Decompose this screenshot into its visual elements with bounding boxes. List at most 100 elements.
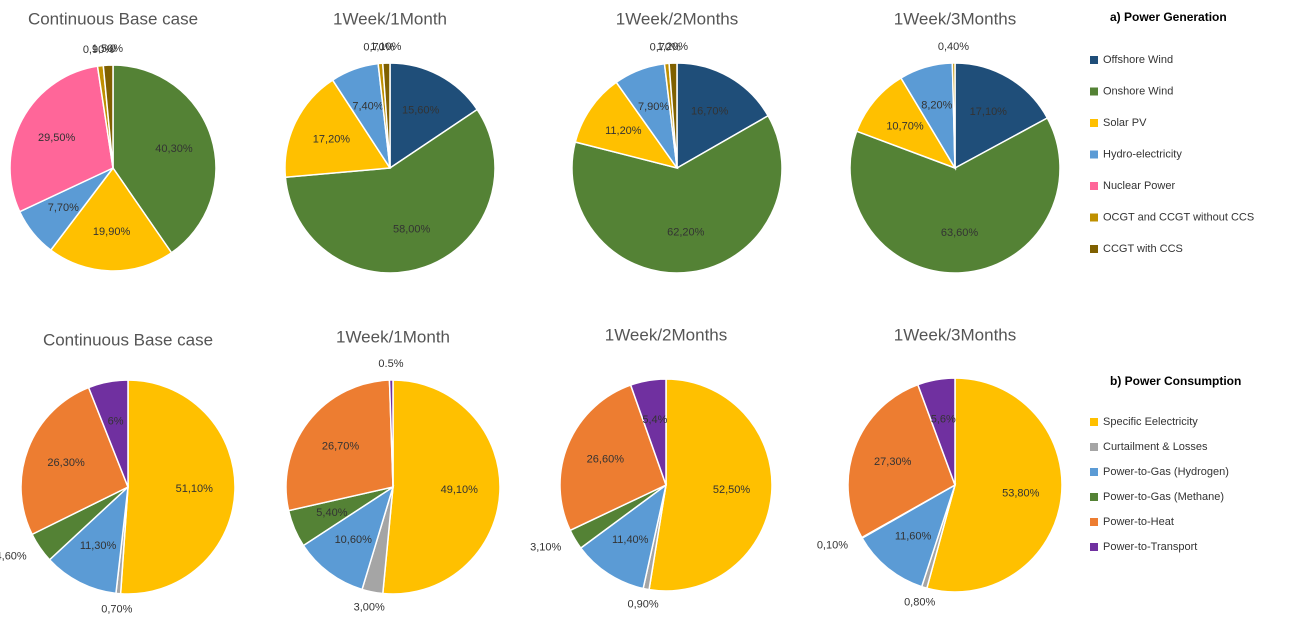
legend-label: Power-to-Gas (Hydrogen)	[1103, 466, 1229, 478]
data-label: 3,10%	[530, 542, 561, 554]
pie-slice	[951, 62, 956, 169]
data-label: 17,10%	[970, 106, 1008, 118]
legend-swatch	[1090, 418, 1098, 426]
pie-slice	[849, 116, 1061, 274]
data-label: 10,70%	[886, 120, 924, 132]
legend-label: CCGT with CCS	[1103, 243, 1183, 255]
pie-slice	[112, 64, 217, 254]
data-label: 29,50%	[38, 132, 76, 144]
data-label: 5,6%	[931, 414, 956, 426]
data-label: 63,60%	[941, 227, 979, 239]
legend-label: Power-to-Transport	[1103, 541, 1197, 553]
pie-slice	[102, 64, 114, 169]
pie-slice	[954, 62, 1049, 170]
data-label: 1,50%	[92, 43, 123, 55]
data-label: 7,40%	[352, 101, 383, 113]
data-label: 0,10%	[817, 540, 848, 552]
data-label: 15,60%	[402, 104, 440, 116]
pie-slice	[579, 483, 668, 590]
legend-label: Hydro-electricity	[1103, 148, 1182, 160]
data-label: 7,70%	[48, 202, 79, 214]
data-label: 11,60%	[895, 530, 932, 542]
pie-slice	[285, 379, 394, 512]
data-label: 7,90%	[638, 101, 669, 113]
data-label: 40,30%	[155, 143, 193, 155]
pie-slice	[559, 384, 667, 532]
chart-title: Continuous Base case	[28, 9, 198, 28]
legend-label: Solar PV	[1103, 117, 1147, 129]
pie-slice	[668, 62, 678, 169]
data-label: 5,4%	[642, 414, 667, 426]
legend-label: Onshore Wind	[1103, 85, 1173, 97]
data-label: 0,40%	[938, 41, 969, 53]
data-label: 0,70%	[650, 41, 681, 53]
data-label: 1,20%	[657, 41, 688, 53]
data-label: 26,30%	[47, 457, 85, 469]
pie-slice	[284, 79, 392, 179]
pie-slice	[574, 81, 679, 170]
data-label: 58,00%	[393, 223, 431, 235]
data-label: 3,00%	[354, 602, 385, 614]
pie-slice	[49, 166, 173, 272]
chart-title: 1Week/2Months	[605, 325, 728, 344]
data-label: 5,40%	[316, 507, 347, 519]
legend-label: Curtailment & Losses	[1103, 441, 1208, 453]
pie-slice	[861, 483, 957, 588]
legend-swatch	[1090, 493, 1098, 501]
legend-title: b) Power Consumption	[1110, 374, 1241, 388]
legend-swatch	[1090, 213, 1098, 222]
data-label: 10,60%	[335, 534, 373, 546]
pie-slice	[381, 379, 501, 595]
pie-slice	[676, 62, 770, 170]
pie-slice	[389, 62, 479, 170]
legend-swatch	[1090, 245, 1098, 253]
pie-slice	[381, 62, 391, 169]
data-label: 0,90%	[83, 44, 114, 56]
chart-title: 1Week/3Months	[894, 9, 1017, 28]
pie-slice	[847, 383, 956, 539]
data-label: 4,60%	[0, 551, 27, 563]
data-label: 0	[110, 43, 116, 55]
pie-slice	[20, 386, 129, 536]
chart-title: 1Week/3Months	[894, 325, 1017, 344]
data-label: 11,20%	[605, 125, 642, 137]
chart-title: 1Week/1Month	[336, 327, 450, 346]
legend-label: Offshore Wind	[1103, 54, 1173, 66]
data-label: 0.5%	[378, 358, 403, 370]
legend-swatch	[1090, 468, 1098, 476]
data-label: 11,30%	[80, 540, 117, 552]
pie-slice	[916, 377, 956, 486]
data-label: 0,80%	[904, 597, 935, 609]
data-label: 26,60%	[587, 454, 625, 466]
data-label: 19,90%	[93, 226, 131, 238]
pie-slice	[629, 378, 667, 486]
legend-label: Power-to-Gas (Methane)	[1103, 491, 1224, 503]
legend-swatch	[1090, 87, 1098, 96]
chart-title: 1Week/2Months	[616, 9, 739, 28]
data-label: 62,20%	[667, 226, 705, 238]
legend-swatch	[1090, 182, 1098, 190]
legend-label: OCGT and CCGT without CCS	[1103, 211, 1254, 223]
legend-label: Specific Eelectricity	[1103, 416, 1198, 428]
data-label: 0,70%	[101, 603, 132, 615]
legend-label: Power-to-Heat	[1103, 516, 1174, 528]
pie-slice	[48, 485, 129, 595]
legend-label: Nuclear Power	[1103, 180, 1175, 192]
legend-title: a) Power Generation	[1110, 10, 1227, 24]
pie-slice	[87, 379, 129, 488]
data-label: 26,70%	[322, 440, 360, 452]
data-label: 16,70%	[691, 106, 729, 118]
chart-title: Continuous Base case	[43, 330, 213, 349]
data-label: 17,20%	[313, 133, 351, 145]
data-label: 53,80%	[1002, 488, 1040, 500]
pie-slice	[648, 378, 773, 592]
pie-slice	[284, 108, 496, 274]
data-label: 51,10%	[176, 483, 214, 495]
legend-swatch	[1090, 518, 1098, 526]
chart-title: 1Week/1Month	[333, 9, 447, 28]
data-label: 0,90%	[628, 599, 659, 611]
data-label: 1,10%	[370, 41, 401, 53]
data-label: 49,10%	[441, 484, 479, 496]
pie-slice	[119, 379, 236, 595]
